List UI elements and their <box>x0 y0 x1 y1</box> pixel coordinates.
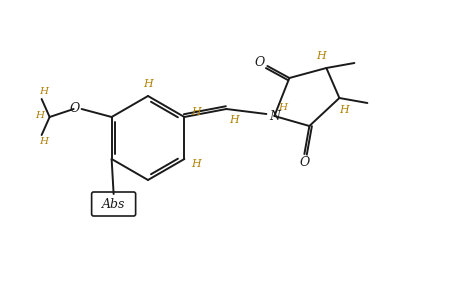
Text: O: O <box>69 101 80 115</box>
Text: H: H <box>316 51 326 61</box>
Text: H: H <box>340 105 349 115</box>
Text: H: H <box>229 115 239 125</box>
Text: H: H <box>278 103 287 112</box>
Text: O: O <box>254 56 265 68</box>
Text: O: O <box>299 157 309 169</box>
Text: N: N <box>269 110 280 122</box>
Text: H: H <box>39 88 48 97</box>
Text: H: H <box>192 107 201 117</box>
Text: H: H <box>192 159 201 169</box>
Text: H: H <box>143 79 153 89</box>
Text: Abs: Abs <box>102 197 125 211</box>
Text: H: H <box>39 137 48 146</box>
FancyBboxPatch shape <box>92 192 136 216</box>
Text: H: H <box>35 112 44 121</box>
